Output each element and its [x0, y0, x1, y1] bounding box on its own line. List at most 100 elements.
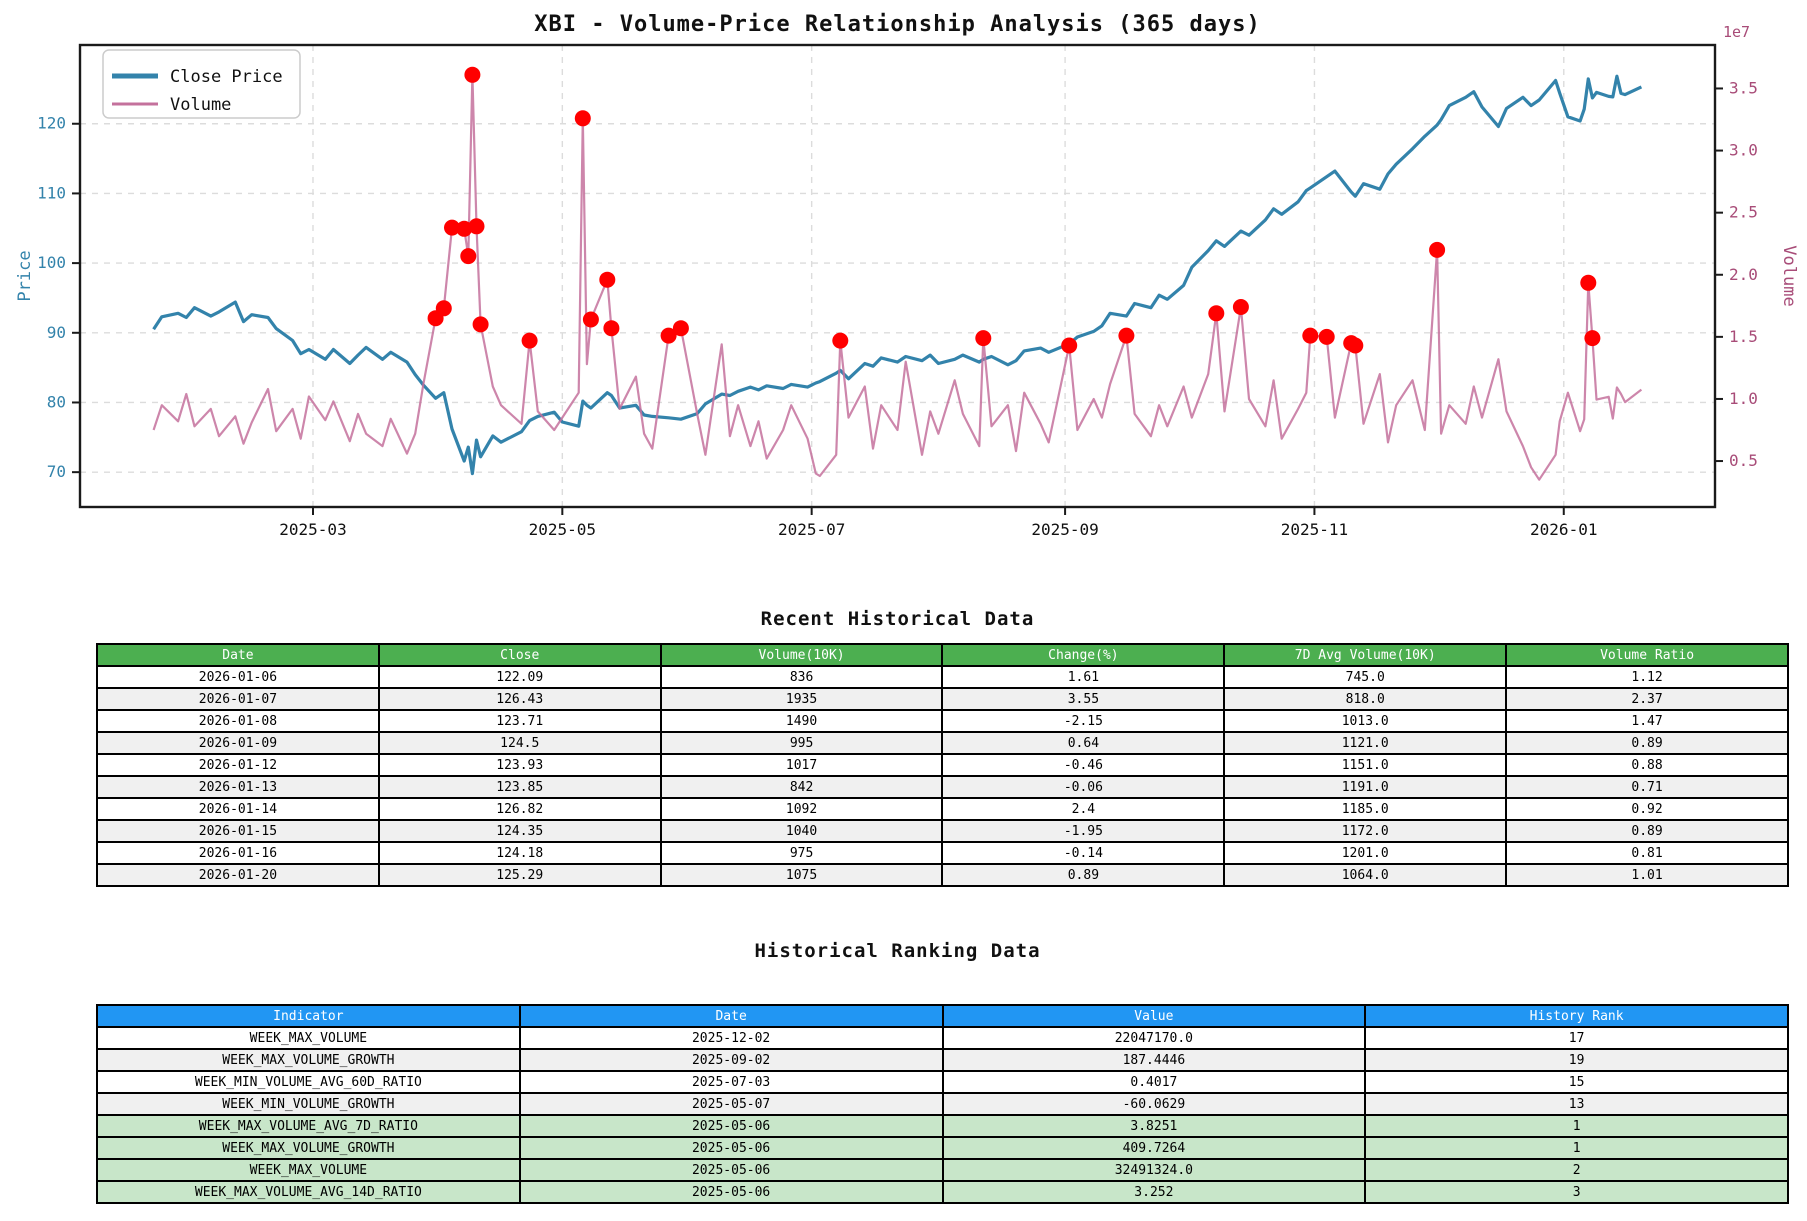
- table-cell: 1201.0: [1223, 841, 1508, 865]
- table-cell: 122.09: [377, 665, 662, 689]
- table-cell: 2.37: [1505, 687, 1789, 711]
- table-cell: 32491324.0: [941, 1158, 1367, 1182]
- table-cell: 22047170.0: [941, 1026, 1367, 1050]
- table-cell: 0.88: [1505, 753, 1789, 777]
- volume-spike-marker: [660, 327, 677, 344]
- table-cell: 0.89: [1505, 819, 1789, 843]
- volume-spike-marker: [1232, 299, 1249, 315]
- table-cell: 2026-01-20: [96, 863, 380, 887]
- table-cell: 0.89: [1505, 731, 1789, 755]
- table-cell: 13: [1364, 1092, 1789, 1116]
- table-cell: 2025-12-02: [518, 1026, 944, 1050]
- table-cell: 0.64: [941, 731, 1226, 755]
- table-cell: 0.71: [1505, 775, 1789, 799]
- volume-spike-marker: [582, 311, 599, 328]
- price-tick-label: 100: [37, 253, 66, 272]
- table-cell: 1172.0: [1223, 819, 1508, 843]
- table-cell: WEEK_MIN_VOLUME_AVG_60D_RATIO: [96, 1070, 521, 1094]
- table-row: 2026-01-06 122.09 836 1.61 745.0 1.12: [96, 665, 1789, 689]
- volume-tick-label: 1.5: [1729, 327, 1758, 346]
- table-cell: 2025-05-06: [518, 1158, 944, 1182]
- table-cell: 123.85: [377, 775, 662, 799]
- table-cell: 1185.0: [1223, 797, 1508, 821]
- legend-box: [102, 49, 301, 119]
- table-row: WEEK_MIN_VOLUME_AVG_60D_RATIO 2025-07-03 0…: [96, 1070, 1789, 1094]
- date-tick-label: 2025-09: [1031, 520, 1098, 539]
- volume-tick-label: 2.0: [1729, 265, 1758, 284]
- volume-spike-marker: [1429, 241, 1446, 258]
- table-cell: 2026-01-06: [96, 665, 380, 689]
- table-row: 2026-01-15 124.35 1040 -1.95 1172.0 0.89: [96, 819, 1789, 843]
- table-cell: 2025-05-06: [518, 1114, 944, 1138]
- volume-spike-marker: [603, 320, 620, 337]
- volume-spike-marker: [1584, 330, 1601, 347]
- table-cell: -0.14: [941, 841, 1226, 865]
- table-cell: 3.8251: [941, 1114, 1367, 1138]
- table-row: 2026-01-07 126.43 1935 3.55 818.0 2.37: [96, 687, 1789, 711]
- date-tick-label: 2025-11: [1281, 520, 1348, 539]
- volume-spike-marker: [672, 320, 689, 337]
- table-cell: 123.93: [377, 753, 662, 777]
- recent-historical-table: Date Close Volume(10K) Change(%) 7D Avg Volu…: [96, 643, 1789, 887]
- column-header: Volume(10K): [659, 643, 944, 667]
- table-cell: 1191.0: [1223, 775, 1508, 799]
- column-header: Value: [941, 1004, 1367, 1028]
- volume-spike-marker: [599, 271, 616, 288]
- table-cell: 2025-05-06: [518, 1180, 944, 1204]
- table-cell: 126.82: [377, 797, 662, 821]
- volume-spike-marker: [444, 219, 460, 236]
- volume-spike-marker: [975, 330, 992, 347]
- table-cell: 2026-01-07: [96, 687, 380, 711]
- table-row: 2026-01-20 125.29 1075 0.89 1064.0 1.01: [96, 863, 1789, 887]
- table-cell: WEEK_MAX_VOLUME: [96, 1026, 521, 1050]
- table-cell: 1092: [659, 797, 944, 821]
- table-cell: 1: [1364, 1136, 1789, 1160]
- volume-tick-label: 1.0: [1729, 389, 1758, 408]
- table-cell: 1.61: [941, 665, 1226, 689]
- table-cell: 1013.0: [1223, 709, 1508, 733]
- volume-spike-marker: [521, 332, 538, 349]
- table-cell: WEEK_MAX_VOLUME_GROWTH: [96, 1136, 521, 1160]
- volume-tick-label: 3.5: [1729, 78, 1758, 97]
- volume-spike-marker: [472, 316, 489, 333]
- table-cell: 2025-05-06: [518, 1136, 944, 1160]
- table-row: 2026-01-08 123.71 1490 -2.15 1013.0 1.47: [96, 709, 1789, 733]
- table-cell: 2025-07-03: [518, 1070, 944, 1094]
- price-tick-label: 110: [37, 183, 66, 202]
- date-tick-label: 2025-03: [279, 520, 346, 539]
- table-cell: 2026-01-16: [96, 841, 380, 865]
- table-cell: 124.18: [377, 841, 662, 865]
- table-cell: 2026-01-14: [96, 797, 380, 821]
- table-cell: 19: [1364, 1048, 1789, 1072]
- column-header: Date: [96, 643, 380, 667]
- volume-axis-label: Volume: [1779, 245, 1799, 306]
- table-cell: WEEK_MAX_VOLUME_GROWTH: [96, 1048, 521, 1072]
- legend-label-close-price: Close Price: [170, 67, 283, 87]
- table-cell: 187.4446: [941, 1048, 1367, 1072]
- table-cell: 1.01: [1505, 863, 1789, 887]
- table-cell: 1075: [659, 863, 944, 887]
- ranking-table-title: Historical Ranking Data: [754, 940, 1041, 962]
- table-cell: 1.47: [1505, 709, 1789, 733]
- volume-price-chart: 70 80 90 100 110 120 Price 0.5 1.0 1.5 2.0 2.5 3.0 3.…: [15, 23, 1799, 539]
- table-row: WEEK_MAX_VOLUME 2025-12-02 22047170.0 17: [96, 1026, 1789, 1050]
- price-tick-label: 80: [47, 392, 66, 411]
- column-header: Volume Ratio: [1505, 643, 1789, 667]
- table-cell: 0.92: [1505, 797, 1789, 821]
- price-axis-label: Price: [15, 250, 35, 301]
- table-cell: -0.46: [941, 753, 1226, 777]
- table-row: 2026-01-16 124.18 975 -0.14 1201.0 0.81: [96, 841, 1789, 865]
- volume-offset-label: 1e7: [1723, 23, 1750, 41]
- volume-spike-marker: [574, 110, 591, 127]
- column-header: Close: [377, 643, 662, 667]
- table-cell: 745.0: [1223, 665, 1508, 689]
- close-price-line: [152, 74, 1643, 476]
- volume-spike-marker: [1347, 337, 1364, 354]
- table-cell: 1490: [659, 709, 944, 733]
- table-row: 2026-01-09 124.5 995 0.64 1121.0 0.89: [96, 731, 1789, 755]
- table-cell: 2025-05-07: [518, 1092, 944, 1116]
- recent-table-title: Recent Historical Data: [760, 608, 1035, 630]
- table-row: 2026-01-13 123.85 842 -0.06 1191.0 0.71: [96, 775, 1789, 799]
- table-cell: WEEK_MAX_VOLUME: [96, 1158, 521, 1182]
